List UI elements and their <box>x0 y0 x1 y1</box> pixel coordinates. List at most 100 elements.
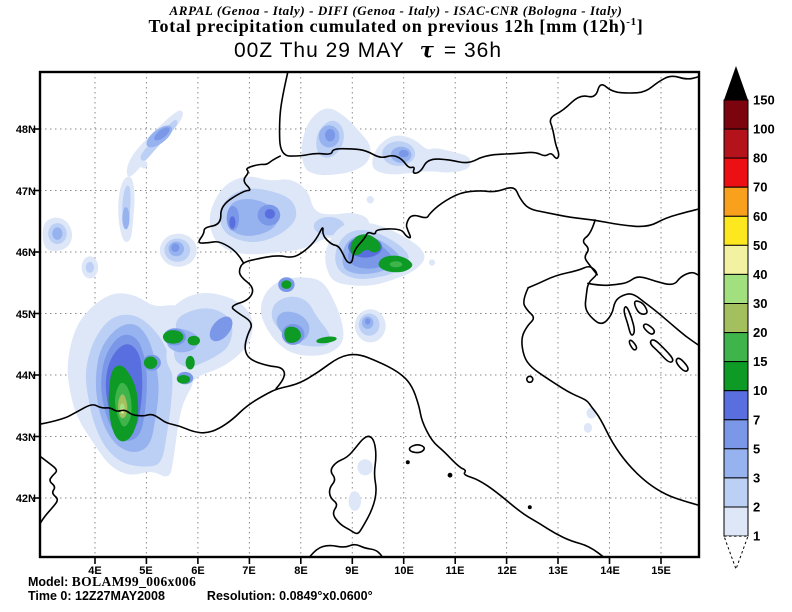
colorbar-segment-c2 <box>723 477 749 508</box>
coast-border-path <box>521 286 698 506</box>
coast-border-path <box>633 300 648 315</box>
lat-label-48n: 48N <box>16 124 36 136</box>
precip-blob-c4 <box>398 149 409 158</box>
valid-time-line: 00Z Thu 29 MAY τ = 36h <box>0 37 736 63</box>
precip-blob-c15 <box>389 261 403 268</box>
colorbar-label-40: 40 <box>753 267 767 282</box>
tau-value: = 36h <box>443 39 503 62</box>
precip-blob-c10 <box>162 330 184 344</box>
tau-symbol: τ <box>419 37 435 62</box>
coast-border-path <box>587 271 698 287</box>
coast-border-path <box>231 186 698 390</box>
colorbar-scale: 150 100 80 70 60 50 40 30 20 15 10 7 5 3 2 1 <box>723 66 775 571</box>
coast-border-path <box>309 543 383 556</box>
colorbar-label-70: 70 <box>753 180 767 195</box>
colorbar-label-15: 15 <box>753 354 767 369</box>
islet-dot <box>527 505 532 510</box>
title-end: ] <box>636 16 644 36</box>
coast-border-path <box>527 265 698 346</box>
precip-blob-c10 <box>187 335 200 346</box>
lon-label-12e: 12E <box>497 565 517 575</box>
lat-label-47n: 47N <box>16 186 36 198</box>
colorbar-label-7: 7 <box>753 412 760 427</box>
islet-dot <box>447 472 453 478</box>
precip-blob-c1 <box>348 491 361 511</box>
time-label: Time 0: <box>28 589 72 603</box>
colorbar-label-150: 150 <box>753 93 775 108</box>
colorbar-segment-c20 <box>723 303 749 334</box>
coast-border-path <box>198 155 281 264</box>
colorbar-label-20: 20 <box>753 325 767 340</box>
lon-label-4e: 4E <box>88 565 101 575</box>
page-title: Total precipitation cumulated on previou… <box>0 16 792 37</box>
precip-blob-c10 <box>284 326 302 343</box>
precip-blob-c1 <box>586 407 597 419</box>
model-line: Model: BOLAM99_006x006 <box>28 574 373 590</box>
precipitation-layer <box>42 108 597 511</box>
credit-line: ARPAL (Genoa - Italy) - DIFI (Genoa - It… <box>169 3 623 18</box>
precip-blob-c10 <box>281 280 292 289</box>
lat-label-43n: 43N <box>16 432 36 444</box>
lon-label-5e: 5E <box>139 565 152 575</box>
colorbar-label-30: 30 <box>753 296 767 311</box>
colorbar-segment-c1 <box>723 506 749 537</box>
lat-label-42n: 42N <box>16 493 36 505</box>
lat-label-45n: 45N <box>16 309 36 321</box>
precip-blob-c4 <box>154 127 170 141</box>
coast-border-path <box>328 435 377 535</box>
map-area: 48N 47N 46N 45N 44N 43N 42N 4E 5E 6E 7E … <box>8 60 718 580</box>
precip-blob-c10 <box>316 336 337 344</box>
precip-blob-c10 <box>143 356 158 369</box>
precip-blob-c4 <box>209 316 233 342</box>
precipitation-map: 48N 47N 46N 45N 44N 43N 42N 4E 5E 6E 7E … <box>16 70 701 577</box>
lon-label-13e: 13E <box>548 565 568 575</box>
coast-border-path <box>41 353 604 556</box>
lat-label-44n: 44N <box>16 370 36 382</box>
precip-blob-c1 <box>366 196 374 204</box>
precip-blob-c1 <box>583 423 593 433</box>
title-main: Total precipitation cumulated on previou… <box>148 16 627 36</box>
colorbar-label-1: 1 <box>753 529 760 544</box>
islet-dot <box>405 460 410 465</box>
precip-blob-c10 <box>176 375 191 384</box>
resolution-label: Resolution: <box>206 589 276 603</box>
lon-label-11e: 11E <box>446 565 465 575</box>
precip-blob-c1 <box>140 161 148 169</box>
precip-blob-c5 <box>229 216 236 229</box>
precip-blob-c10 <box>350 234 381 256</box>
colorbar-segment-c3 <box>723 448 749 479</box>
precip-blob-c4 <box>325 129 336 142</box>
colorbar-label-10: 10 <box>753 383 767 398</box>
san-marino-outline <box>525 375 534 384</box>
colorbar-segment-c10 <box>723 361 749 392</box>
model-label: Model: <box>28 575 69 589</box>
title-exponent: -1 <box>626 16 637 28</box>
colorbar-label-5: 5 <box>753 441 760 456</box>
colorbar-segment-c30 <box>723 273 749 304</box>
coast-border-path <box>41 456 59 524</box>
coast-border-path <box>649 339 674 363</box>
lat-label-46n: 46N <box>16 247 36 259</box>
coast-border-path <box>623 306 636 336</box>
lon-label-8e: 8E <box>294 565 307 575</box>
precip-blob-c4 <box>365 318 371 325</box>
colorbar-segment-c70 <box>723 157 749 188</box>
colorbar: 150 100 80 70 60 50 40 30 20 15 10 7 5 3 2 1 <box>716 60 792 585</box>
resolution-value: 0.0849°x0.0600° <box>279 589 373 603</box>
colorbar-segment-c100 <box>723 99 749 130</box>
map-frame <box>38 70 701 559</box>
model-value: BOLAM99_006x006 <box>71 574 197 589</box>
colorbar-label-60: 60 <box>753 209 767 224</box>
lon-label-9e: 9E <box>345 565 358 575</box>
coastline-layer <box>41 73 698 556</box>
colorbar-segment-c60 <box>723 186 749 217</box>
coast-border-path <box>642 323 656 335</box>
lon-label-14e: 14E <box>600 565 620 575</box>
colorbar-segment-c80 <box>723 128 749 159</box>
valid-time: 00Z Thu 29 MAY <box>233 39 405 62</box>
precip-blob-c4 <box>171 243 180 252</box>
colorbar-arrow-bottom <box>723 535 749 571</box>
colorbar-label-100: 100 <box>753 122 775 137</box>
footer: Model: BOLAM99_006x006 Time 0: 12Z27MAY2… <box>28 574 373 604</box>
precip-blob-c10 <box>185 355 195 370</box>
